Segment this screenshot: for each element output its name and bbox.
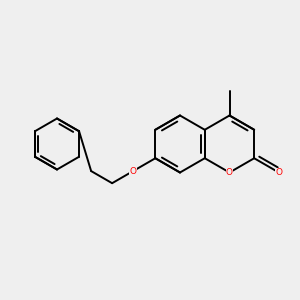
Text: O: O	[130, 167, 136, 176]
Text: O: O	[275, 168, 282, 177]
Text: O: O	[226, 168, 233, 177]
